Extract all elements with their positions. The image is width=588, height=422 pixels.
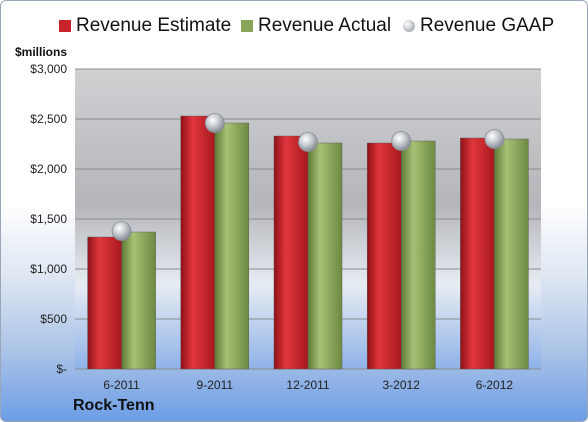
bar-revenue-estimate — [87, 236, 122, 370]
legend-label-actual: Revenue Actual — [258, 15, 392, 36]
bar-revenue-estimate — [273, 135, 309, 370]
x-tick-label: 3-2012 — [383, 378, 421, 392]
bar-revenue-actual — [214, 122, 250, 370]
y-tick-label: $1,500 — [30, 212, 67, 226]
y-tick-label: $- — [56, 362, 67, 376]
x-tick-label: 6-2011 — [103, 378, 140, 392]
marker-revenue-gaap — [391, 131, 412, 151]
legend-item-gaap: Revenue GAAP — [403, 15, 554, 37]
x-tick-label: 6-2012 — [476, 378, 514, 392]
legend-swatch-gaap — [403, 20, 415, 32]
y-tick-label: $1,000 — [30, 262, 67, 276]
x-tick-label: 12-2011 — [286, 378, 329, 392]
y-unit-label: $millions — [15, 45, 68, 59]
bar-revenue-actual — [494, 138, 529, 370]
marker-revenue-gaap — [484, 129, 505, 149]
y-tick-label: $2,500 — [30, 112, 67, 126]
bar-revenue-actual — [121, 231, 156, 370]
legend-item-actual: Revenue Actual — [241, 15, 391, 37]
bar-revenue-estimate — [460, 137, 495, 370]
bar-revenue-actual — [307, 142, 343, 370]
bar-revenue-actual — [401, 140, 436, 370]
y-tick-label: $500 — [40, 312, 67, 326]
marker-revenue-gaap — [298, 132, 318, 152]
x-tick-label: 9-2011 — [197, 378, 234, 392]
legend-swatch-estimate — [59, 20, 71, 32]
y-tick-label: $2,000 — [30, 162, 67, 176]
y-tick-label: $3,000 — [30, 62, 67, 76]
legend-item-estimate: Revenue Estimate — [59, 15, 231, 37]
marker-revenue-gaap — [204, 113, 225, 133]
company-name: Rock-Tenn — [73, 397, 155, 414]
legend-label-gaap: Revenue GAAP — [420, 15, 555, 36]
legend-label-estimate: Revenue Estimate — [76, 15, 232, 36]
legend-swatch-actual — [241, 20, 253, 32]
legend: Revenue Estimate Revenue Actual Revenue … — [1, 15, 587, 45]
bar-revenue-estimate — [366, 142, 402, 370]
marker-revenue-gaap — [111, 221, 132, 241]
bar-revenue-estimate — [180, 115, 215, 370]
